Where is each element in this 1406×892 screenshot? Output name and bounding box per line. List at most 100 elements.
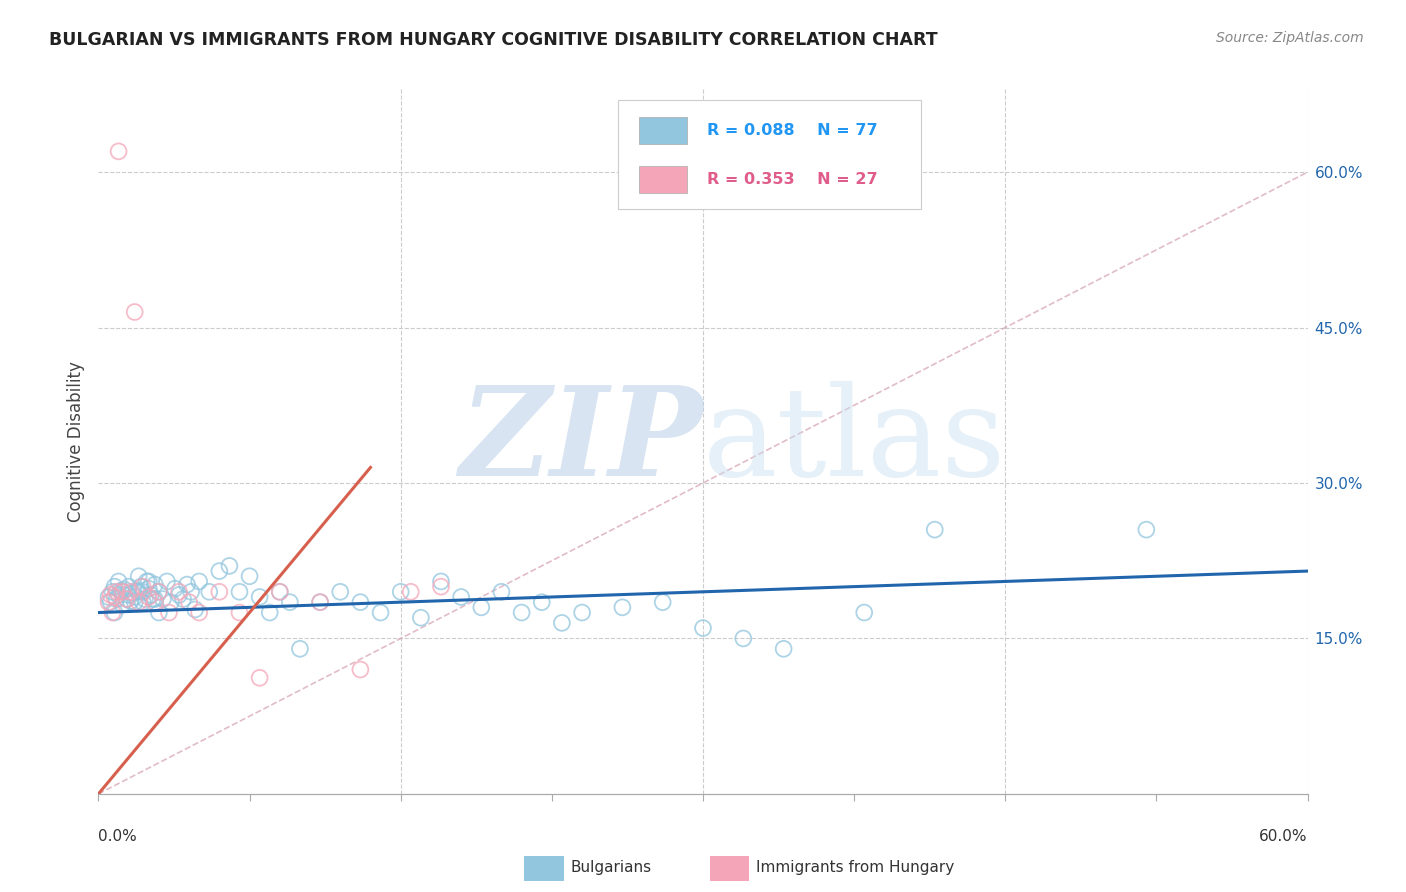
Point xyxy=(132,580,155,594)
Point xyxy=(510,606,533,620)
Point xyxy=(269,584,291,599)
Point xyxy=(179,595,201,609)
Point xyxy=(651,595,673,609)
Point xyxy=(107,588,129,602)
Text: 60.0%: 60.0% xyxy=(1260,830,1308,844)
Point xyxy=(530,595,553,609)
Point xyxy=(288,641,311,656)
Point xyxy=(105,592,128,607)
Point xyxy=(329,584,352,599)
Point xyxy=(118,580,141,594)
Point xyxy=(163,582,186,596)
Point xyxy=(120,594,142,608)
Point xyxy=(409,610,432,624)
Point xyxy=(128,595,150,609)
Point xyxy=(430,574,453,589)
Point xyxy=(143,595,166,609)
Point xyxy=(148,606,170,620)
Point xyxy=(172,592,194,607)
Point xyxy=(491,584,513,599)
Point xyxy=(450,590,472,604)
Point xyxy=(111,597,134,611)
Point xyxy=(208,564,231,578)
Point xyxy=(107,145,129,159)
Point xyxy=(128,584,150,599)
Point xyxy=(135,574,157,589)
Point xyxy=(107,574,129,589)
Point xyxy=(208,584,231,599)
Point xyxy=(349,663,371,677)
Point xyxy=(249,590,271,604)
Point xyxy=(399,584,422,599)
Point xyxy=(157,606,180,620)
Point xyxy=(167,588,190,602)
Point xyxy=(156,574,179,589)
Text: Source: ZipAtlas.com: Source: ZipAtlas.com xyxy=(1216,31,1364,45)
Point xyxy=(148,584,170,599)
Point xyxy=(101,584,124,599)
Point xyxy=(188,606,211,620)
Point xyxy=(114,582,136,597)
Point xyxy=(180,584,202,599)
Point xyxy=(138,590,160,604)
Point xyxy=(129,580,152,594)
Point xyxy=(121,586,143,600)
Point xyxy=(228,606,250,620)
Point xyxy=(389,584,412,599)
Point xyxy=(269,584,291,599)
FancyBboxPatch shape xyxy=(638,166,688,193)
Point xyxy=(249,671,271,685)
Point xyxy=(470,600,492,615)
Point xyxy=(105,584,128,599)
Text: atlas: atlas xyxy=(703,381,1007,502)
Point xyxy=(103,580,125,594)
Point xyxy=(278,595,301,609)
Point xyxy=(692,621,714,635)
Point xyxy=(118,588,141,602)
Point xyxy=(110,583,132,598)
Text: R = 0.088    N = 77: R = 0.088 N = 77 xyxy=(707,123,877,138)
FancyBboxPatch shape xyxy=(638,118,688,145)
Point xyxy=(772,641,794,656)
Point xyxy=(612,600,634,615)
Point xyxy=(571,606,593,620)
Point xyxy=(198,584,221,599)
Point xyxy=(148,584,170,599)
Text: R = 0.353    N = 27: R = 0.353 N = 27 xyxy=(707,172,877,187)
Point xyxy=(103,606,125,620)
Point xyxy=(120,584,142,599)
Point xyxy=(124,595,146,609)
Point xyxy=(134,592,156,607)
Point xyxy=(228,584,250,599)
Point xyxy=(103,590,125,604)
Point xyxy=(138,582,160,596)
Point xyxy=(143,592,166,607)
Point xyxy=(97,595,120,609)
Point xyxy=(176,577,198,591)
Point xyxy=(97,590,120,604)
Point xyxy=(115,592,138,607)
Text: BULGARIAN VS IMMIGRANTS FROM HUNGARY COGNITIVE DISABILITY CORRELATION CHART: BULGARIAN VS IMMIGRANTS FROM HUNGARY COG… xyxy=(49,31,938,49)
Point xyxy=(132,595,155,609)
Point xyxy=(430,580,453,594)
Point xyxy=(111,584,134,599)
Point xyxy=(138,574,160,589)
FancyBboxPatch shape xyxy=(619,100,921,209)
Point xyxy=(733,632,755,646)
Point xyxy=(853,606,876,620)
Point xyxy=(184,602,207,616)
Point xyxy=(160,595,183,609)
Point xyxy=(259,606,281,620)
Point xyxy=(551,615,574,630)
Point xyxy=(100,595,122,609)
Point xyxy=(143,577,166,591)
Text: 0.0%: 0.0% xyxy=(98,830,138,844)
Point xyxy=(1135,523,1157,537)
Point xyxy=(218,558,240,573)
Text: Immigrants from Hungary: Immigrants from Hungary xyxy=(756,860,955,874)
Point xyxy=(309,595,332,609)
Point xyxy=(125,583,148,598)
Point xyxy=(370,606,392,620)
Point xyxy=(167,584,190,599)
Point xyxy=(239,569,262,583)
